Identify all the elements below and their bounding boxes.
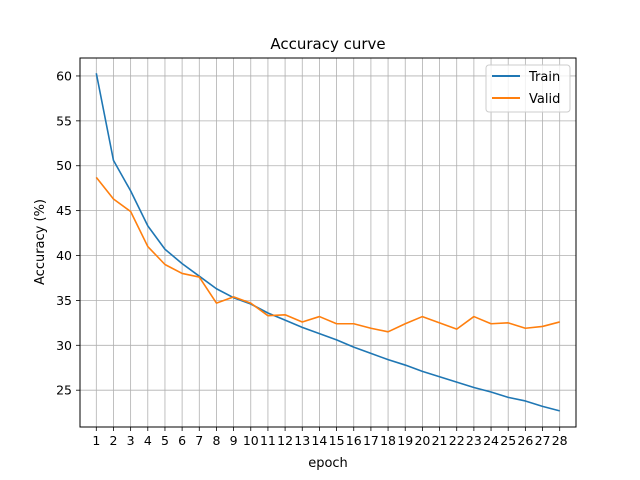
y-axis-label: Accuracy (%) [33,199,48,285]
x-tick-label: 21 [432,433,448,448]
x-tick-label: 17 [363,433,379,448]
x-tick-label: 23 [466,433,482,448]
x-tick-label: 10 [243,433,259,448]
x-tick-label: 25 [500,433,516,448]
y-tick-label: 50 [56,158,72,173]
x-tick-label: 20 [414,433,430,448]
x-tick-label: 13 [294,433,310,448]
x-tick-label: 7 [195,433,203,448]
x-tick-label: 27 [535,433,551,448]
x-tick-label: 16 [346,433,362,448]
legend-label-valid: Valid [529,92,560,107]
x-tick-label: 4 [144,433,152,448]
x-tick-label: 2 [109,433,117,448]
chart-title: Accuracy curve [270,35,385,53]
x-tick-label: 22 [449,433,465,448]
x-axis-label: epoch [308,456,348,471]
x-tick-label: 3 [127,433,135,448]
ticks: 1 2 3 4 5 6 7 8 9 10 11 12 13 14 15 16 17 18 19 20 21 22 23 24 2… [56,68,568,448]
y-tick-label: 35 [56,293,72,308]
y-tick-label: 55 [56,113,72,128]
legend: Train Valid [485,64,571,113]
x-tick-label: 14 [311,433,327,448]
y-tick-label: 45 [56,203,72,218]
y-tick-label: 40 [56,248,72,263]
x-tick-label: 12 [277,433,293,448]
x-tick-label: 5 [161,433,169,448]
x-tick-label: 6 [178,433,186,448]
y-tick-label: 25 [56,383,72,398]
x-tick-label: 19 [397,433,413,448]
series-line-valid [95,176,560,333]
x-tick-label: 28 [552,433,568,448]
plot-frame [79,57,577,428]
series-line-train [95,73,560,412]
x-tick-label: 18 [380,433,396,448]
x-tick-label: 26 [517,433,533,448]
x-tick-label: 24 [483,433,499,448]
series-layer [95,73,560,412]
x-tick-label: 1 [92,433,100,448]
y-tick-label: 30 [56,338,72,353]
x-tick-label: 8 [212,433,220,448]
legend-label-train: Train [528,70,560,85]
x-tick-label: 9 [230,433,238,448]
x-tick-label: 11 [260,433,276,448]
y-tick-label: 60 [56,68,72,83]
x-tick-label: 15 [329,433,345,448]
